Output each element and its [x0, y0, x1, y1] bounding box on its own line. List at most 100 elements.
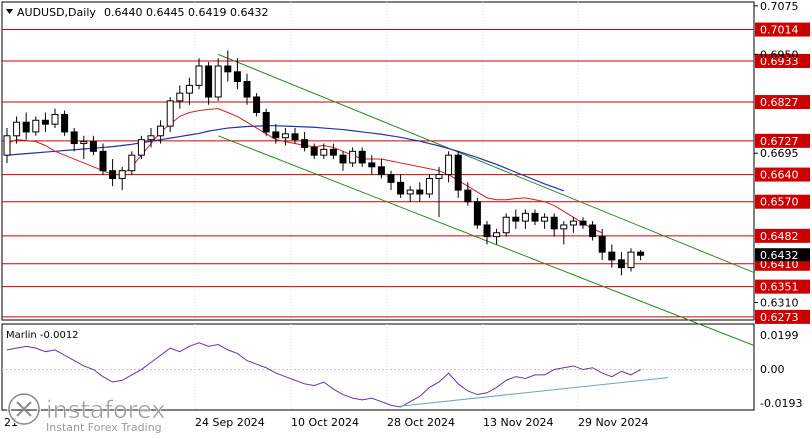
candle-body-22: [214, 65, 222, 98]
date-label-2: 10 Oct 2024: [291, 416, 359, 429]
candle-body-38: [368, 162, 376, 168]
date-label-4: 13 Nov 2024: [483, 416, 553, 429]
candle-body-53: [512, 216, 520, 222]
level-label-4: 0.6640: [760, 169, 799, 182]
candle-body-66: [637, 251, 645, 256]
level-tag-9: [755, 309, 810, 324]
oscillator: [2, 342, 754, 408]
watermark-tagline: Instant Forex Trading: [46, 421, 162, 434]
candle-body-3: [32, 119, 40, 133]
osc-axis-bottom: -0.0193: [760, 397, 802, 410]
level-tag-5: [755, 194, 810, 209]
oscillator-pane: [1, 323, 755, 411]
date-label-1: 24 Sep 2024: [195, 416, 265, 429]
candle-body-42: [406, 189, 414, 195]
level-label-9: 0.6273: [760, 311, 799, 324]
osc-line: [6, 342, 641, 408]
watermark-brand: instaforex: [46, 396, 166, 424]
price-label-1: 0.6950: [760, 48, 799, 61]
level-label-5: 0.6570: [760, 196, 799, 209]
candle-body-37: [358, 150, 366, 164]
current-price-label: 0.6432: [760, 249, 799, 262]
level-tag-3: [755, 133, 810, 148]
level-label-2: 0.6827: [760, 96, 799, 109]
date-label-3: 28 Oct 2024: [387, 416, 455, 429]
level-tag-2: [755, 95, 810, 110]
candle-body-51: [493, 232, 501, 238]
channel-upper-line: [218, 53, 755, 274]
candle-body-13: [128, 154, 136, 172]
candle-body-26: [253, 96, 261, 114]
candle-body-52: [502, 216, 510, 234]
trend-channel: [218, 53, 755, 346]
menu-triangle-icon[interactable]: [6, 9, 13, 14]
candle-body-5: [51, 113, 59, 125]
candle-body-47: [454, 154, 462, 191]
candle-body-60: [579, 220, 587, 226]
candle-body-8: [80, 141, 88, 145]
level-label-6: 0.6482: [760, 230, 799, 243]
candle-body-0: [3, 135, 11, 156]
level-label-0: 0.7014: [760, 24, 799, 37]
instaforex-logo: instaforex Instant Forex Trading: [7, 392, 166, 434]
oscillator-title: Marlin -0.0012: [6, 330, 79, 341]
price-label-2: 0.6695: [760, 147, 799, 160]
osc-axis-zero: 0.00: [760, 363, 785, 376]
candle-body-35: [339, 154, 347, 164]
ohlc-values: 0.6440 0.6445 0.6419 0.6432: [104, 6, 268, 19]
candle-body-14: [137, 139, 145, 156]
ma-slow-line: [6, 125, 565, 192]
candle-body-18: [176, 92, 184, 102]
candle-body-43: [416, 189, 424, 195]
candle-body-50: [483, 224, 491, 238]
candles: [3, 50, 645, 276]
candle-body-62: [598, 236, 606, 253]
candle-body-17: [166, 100, 174, 127]
main-pane: [1, 1, 755, 321]
candle-body-63: [608, 251, 616, 261]
candle-body-27: [262, 112, 270, 133]
candle-body-4: [41, 119, 49, 125]
candle-body-29: [281, 133, 289, 139]
level-tag-6: [755, 228, 810, 243]
price-label-3: 0.6310: [760, 297, 799, 310]
candle-body-54: [521, 212, 529, 222]
date-label-5: 29 Nov 2024: [578, 416, 648, 429]
level-tag-0: [755, 22, 810, 37]
candle-body-7: [70, 131, 78, 145]
candle-body-33: [320, 148, 328, 156]
candle-body-65: [627, 251, 635, 269]
candle-body-46: [445, 154, 453, 176]
level-tag-4: [755, 167, 810, 182]
candle-body-48: [464, 189, 472, 203]
candle-body-23: [224, 65, 232, 73]
chart-symbol: AUDUSD,Daily: [17, 6, 96, 19]
candle-body-55: [531, 212, 539, 222]
candle-body-10: [99, 150, 107, 172]
candle-body-16: [157, 125, 165, 137]
osc-trend-line: [400, 377, 669, 407]
candle-body-57: [550, 216, 558, 230]
candle-body-1: [13, 121, 21, 137]
candle-body-45: [435, 174, 443, 179]
candle-body-12: [118, 170, 126, 179]
candle-body-41: [397, 181, 405, 195]
osc-axis-top: 0.0199: [760, 329, 799, 342]
candle-body-44: [425, 177, 433, 195]
candle-body-34: [329, 148, 337, 156]
candle-body-24: [233, 71, 241, 82]
candle-body-30: [291, 133, 299, 141]
candle-body-15: [147, 135, 155, 141]
candle-body-11: [109, 170, 117, 179]
level-tag-8: [755, 279, 810, 294]
candle-body-25: [243, 81, 251, 98]
candle-body-28: [272, 131, 280, 139]
price-axis: 0.7014 0.6933 0.6827 0.6727 0.6640 0.6570 0.64…: [754, 0, 810, 324]
candle-body-9: [89, 141, 97, 152]
level-tag-1: [755, 53, 810, 68]
level-label-8: 0.6351: [760, 281, 799, 294]
candle-body-39: [377, 166, 385, 176]
candle-body-59: [569, 220, 577, 226]
level-label-3: 0.6727: [760, 135, 799, 148]
